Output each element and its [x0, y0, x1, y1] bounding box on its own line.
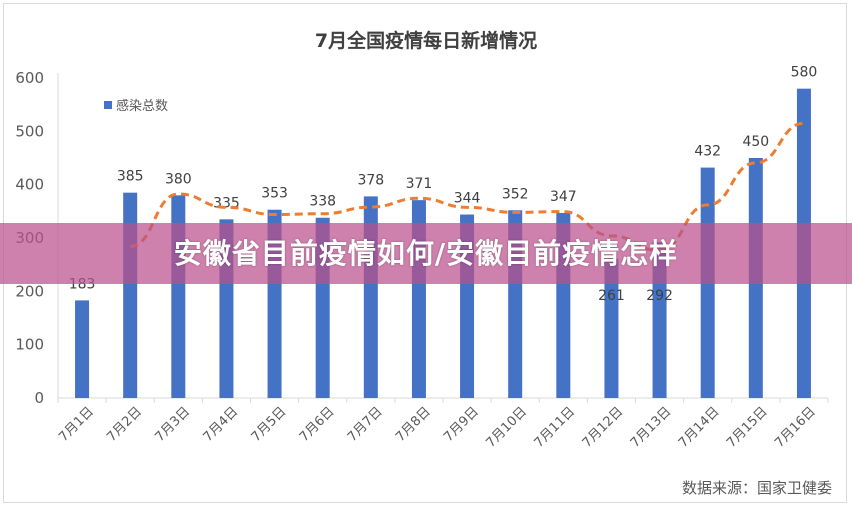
x-tick-label: 7月11日 [532, 404, 579, 451]
data-label: 344 [454, 191, 481, 207]
x-tick-label: 7月13日 [628, 404, 675, 451]
data-label: 450 [742, 134, 769, 150]
data-label: 580 [791, 65, 818, 81]
y-tick-label: 0 [34, 389, 44, 407]
bar [604, 258, 619, 398]
x-tick-label: 7月2日 [104, 404, 145, 445]
data-label: 352 [502, 186, 529, 202]
x-tick-label: 7月14日 [676, 404, 723, 451]
data-label: 380 [165, 171, 192, 187]
y-tick-label: 600 [15, 69, 44, 87]
trend-line [129, 121, 805, 253]
x-tick-label: 7月9日 [441, 404, 482, 445]
title-banner: 安徽省目前疫情如何/安徽目前疫情怎样 [0, 223, 852, 284]
data-label: 353 [261, 186, 288, 202]
source-note: 数据来源：国家卫健委 [681, 479, 832, 497]
legend-swatch [104, 100, 112, 109]
x-tick-label: 7月7日 [345, 404, 386, 445]
y-tick-label: 100 [15, 336, 44, 354]
legend: 感染总数 [104, 95, 168, 114]
data-label: 432 [694, 144, 721, 160]
x-tick-label: 7月8日 [393, 404, 434, 445]
banner-text: 安徽省目前疫情如何/安徽目前疫情怎样 [173, 236, 679, 270]
data-label: 378 [357, 172, 384, 188]
x-tick-label: 7月12日 [580, 404, 627, 451]
y-tick-label: 200 [15, 282, 44, 300]
legend-label: 感染总数 [116, 99, 169, 114]
data-label: 292 [646, 288, 673, 304]
y-tick-label: 400 [15, 176, 44, 194]
x-tick-label: 7月3日 [152, 404, 193, 445]
y-tick-label: 500 [15, 122, 44, 140]
x-tick-label: 7月5日 [249, 404, 290, 445]
data-label: 385 [117, 169, 144, 185]
x-tick-label: 7月16日 [772, 404, 819, 451]
chart-title: 7月全国疫情每日新增情况 [314, 30, 538, 52]
x-tick-label: 7月15日 [724, 404, 771, 451]
x-tick-label: 7月4日 [201, 404, 242, 445]
data-label: 371 [406, 176, 433, 192]
bar [75, 300, 90, 398]
x-tick-label: 7月6日 [297, 404, 338, 445]
x-tick-label: 7月10日 [483, 404, 530, 451]
data-label: 261 [598, 288, 625, 304]
data-label: 347 [550, 189, 577, 205]
x-tick-label: 7月1日 [56, 404, 97, 445]
data-label: 338 [309, 194, 336, 210]
